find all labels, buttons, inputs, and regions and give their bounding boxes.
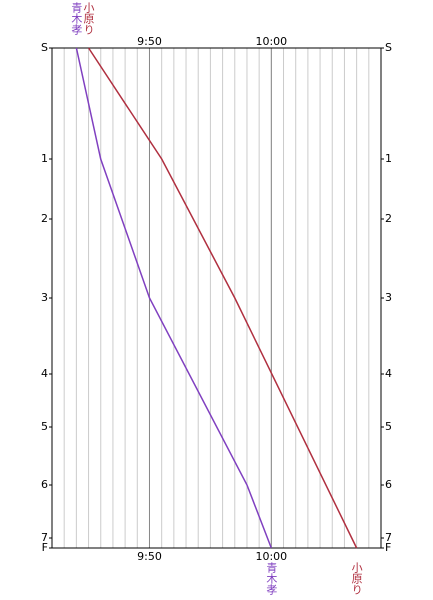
series-line xyxy=(87,47,358,549)
y-tick-label: 5 xyxy=(41,420,48,433)
y-tick-label: F xyxy=(385,541,391,554)
y-tick-label: 4 xyxy=(385,367,392,380)
y-tick-label: 2 xyxy=(41,212,48,225)
x-tick-label: 10:00 xyxy=(255,550,287,563)
x-tick-label: 9:50 xyxy=(137,550,162,563)
y-tick-label: 2 xyxy=(385,212,392,225)
y-tick-label: 6 xyxy=(385,478,392,491)
y-tick-label: 3 xyxy=(385,291,392,304)
plot-frame xyxy=(51,47,382,549)
series-name: 青木孝 xyxy=(265,562,278,595)
y-tick-label: 7 xyxy=(385,531,392,544)
series-name: 青木孝 xyxy=(70,2,83,35)
y-tick-label: S xyxy=(41,41,48,54)
y-tick-label: 1 xyxy=(41,152,48,165)
x-tick-label: 10:00 xyxy=(255,35,287,48)
y-tick-label: 6 xyxy=(41,478,48,491)
series-name: 小原り xyxy=(82,2,95,35)
x-tick-label: 9:50 xyxy=(137,35,162,48)
series-name: 小原り xyxy=(350,562,363,595)
y-tick-label: 3 xyxy=(41,291,48,304)
y-tick-label: F xyxy=(42,541,48,554)
y-tick-label: 7 xyxy=(41,531,48,544)
y-tick-label: 5 xyxy=(385,420,392,433)
series-line xyxy=(75,47,272,549)
y-tick-label: 4 xyxy=(41,367,48,380)
y-tick-label: 1 xyxy=(385,152,392,165)
y-tick-label: S xyxy=(385,41,392,54)
